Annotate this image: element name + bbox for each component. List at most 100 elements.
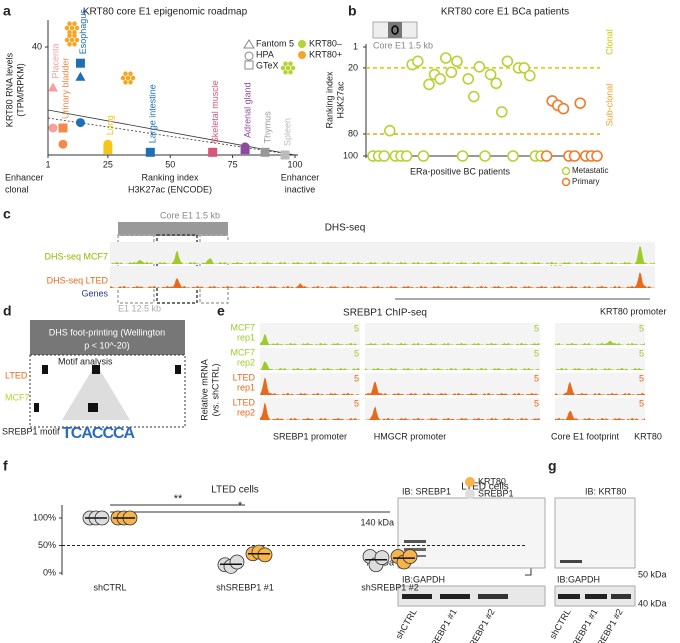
scale-label: 5 [534,323,539,333]
scale-label: 5 [354,398,359,408]
scale-label: 5 [354,323,359,333]
legend-swatch [465,489,475,499]
lane-label: shSREBP1 #1 [421,607,458,643]
track-label: DHS-seq LTED [47,275,109,285]
inset [391,25,399,35]
icon [74,37,80,43]
signal-track [555,410,645,420]
point [208,147,218,157]
y-tick-label: 0% [43,567,56,577]
scale-label: 5 [639,348,644,358]
scale-label: 5 [354,373,359,383]
point [456,150,469,162]
point [75,71,86,81]
track-label: LTED [233,397,256,407]
point [260,147,270,157]
panel-title: LTED cells [461,482,509,493]
legend-label: KRT80– [309,38,342,48]
y-tick-label: 100% [33,512,56,522]
x-label: ERa-positive BC patients [410,166,511,176]
y-tick-label: 20 [348,62,358,72]
blot [397,497,546,569]
track-label: DHS-seq MCF7 [44,251,108,261]
point [383,124,396,137]
inset-label: Core E1 1.5 kb [373,40,433,50]
point [145,147,155,157]
icon [120,75,126,81]
track-bg [260,323,360,345]
tissue-label: Urinary bladder [60,57,70,119]
point [400,150,413,162]
signal-track [365,342,540,345]
legend-swatch [298,51,306,59]
tissue-label: Skeletal muscle [210,80,220,143]
icon [288,61,293,66]
legend-swatch [561,166,571,176]
icon [67,21,72,27]
point [467,90,480,103]
band [402,594,432,599]
panel-letter: c [3,206,11,222]
point [280,150,290,160]
icon [128,71,133,76]
icon [123,71,128,76]
icon [288,70,293,75]
legend-swatch [298,40,306,48]
icon [290,65,296,71]
icon [69,37,75,43]
track-bg [260,398,360,420]
y-tick-label: 50% [38,540,56,550]
point [540,150,553,162]
band [560,560,582,563]
point [479,150,491,162]
x-tick-label: 100 [287,159,302,169]
scale-label: 5 [354,348,359,358]
y-label: (vs. shCTRL) [210,363,220,416]
point [417,150,430,162]
tissue-label: Spleen [282,118,292,146]
tissue-label: Esophagus [78,9,88,55]
inset [388,22,402,38]
signal-track [260,361,360,370]
box-text: Motif analysis [58,356,113,366]
point [58,123,68,133]
point [75,58,85,68]
point [47,82,58,92]
point [229,554,245,570]
track-bg [555,323,645,345]
signal-track [555,340,645,345]
y-label: (TPM/RPKM) [15,63,25,117]
band [404,548,426,551]
icon [64,25,70,31]
track-label: rep1 [237,382,255,392]
x-end-label: Enhancer [281,172,320,182]
x-label: H3K27ac (ENCODE) [128,184,212,194]
panel-letter: e [217,303,225,319]
scale-label: 5 [534,398,539,408]
point [48,123,58,133]
lane-label: shCTRL [548,607,573,641]
x-tick-label: shCTRL [93,582,126,592]
point [495,106,508,118]
x-end-label: Enhancer [5,172,44,182]
region-label: Core E1 1.5 kb [160,210,220,220]
lane-label: shCTRL [394,607,419,641]
icon [72,33,77,38]
point [240,145,250,155]
icon [74,25,80,31]
annotation: Sub-clonal [604,84,614,127]
band [440,594,470,599]
band [585,594,607,599]
region-label: SREBP1 promoter [273,431,347,441]
y-tick-label: 1 [353,41,358,51]
tissue-label: Thymus [262,111,272,144]
point [445,66,458,79]
panel-letter: g [548,458,557,474]
legend-label: GTeX [256,60,279,70]
box-text: p < 10^-20) [84,340,130,350]
footprint [175,365,181,374]
kda-label: 140 kDa [360,517,394,527]
panel-title: SREBP1 ChIP-seq [343,308,427,319]
region-label: E1 12.5 kb [118,303,161,313]
track-bg [555,398,645,420]
